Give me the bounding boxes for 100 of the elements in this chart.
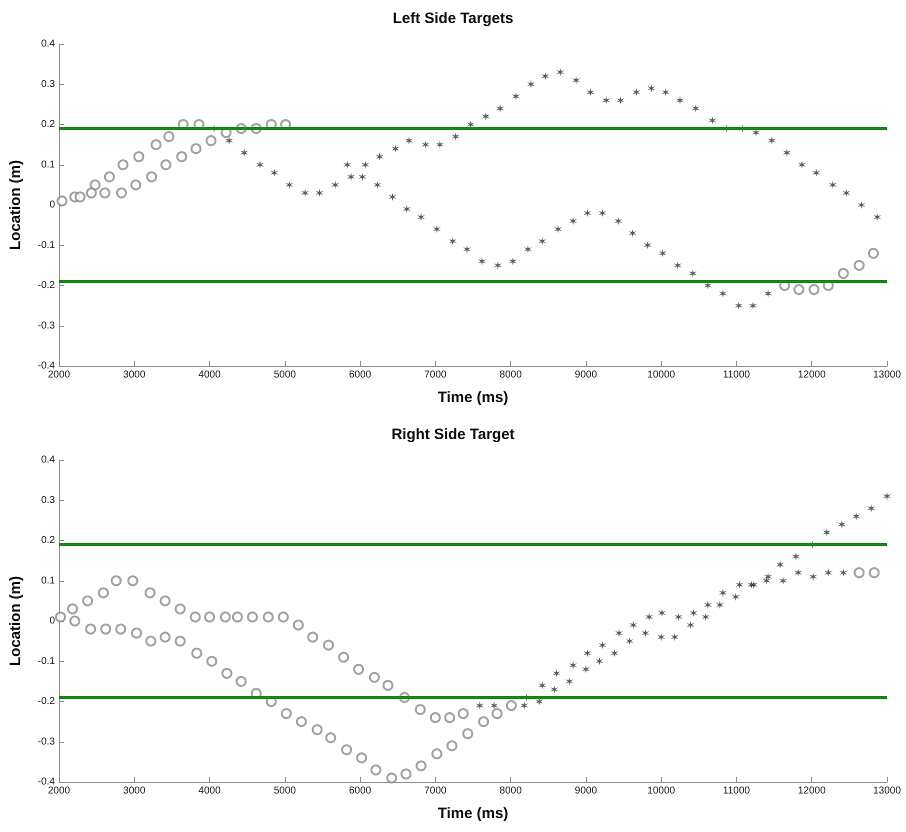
point (492, 708, 503, 720)
y-tick-label: -0.4 (38, 776, 56, 788)
point (99, 187, 110, 198)
x-axis-title: Time (ms) (438, 389, 508, 406)
x-tick-label: 3000 (123, 786, 146, 796)
point (735, 580, 744, 589)
point (145, 636, 156, 647)
point (356, 752, 368, 764)
point (852, 512, 860, 520)
point (444, 712, 456, 724)
x-tick-label: 2000 (48, 370, 71, 380)
point (582, 665, 590, 674)
point (430, 712, 441, 724)
point (854, 567, 865, 578)
y-tick-label: 0.1 (41, 159, 56, 170)
point (431, 748, 442, 760)
y-tick-label: -0.3 (38, 320, 56, 332)
y-tick-label: 0.1 (41, 575, 56, 586)
x-tick-label: 10000 (647, 370, 676, 380)
point (130, 179, 142, 190)
x-tick-label: 6000 (348, 370, 372, 380)
x-tick-label: 3000 (123, 370, 146, 380)
point (206, 656, 218, 667)
point (645, 612, 654, 621)
point (458, 708, 469, 720)
point (764, 572, 772, 581)
point (583, 649, 592, 658)
point (110, 575, 122, 586)
point (416, 760, 427, 772)
x-tick-label: 7000 (424, 786, 447, 796)
point (690, 608, 698, 617)
x-tick-label: 11000 (722, 786, 750, 796)
chart-title: Right Side Target (391, 426, 515, 443)
y-tick-label: -0.1 (38, 656, 56, 667)
x-axis-title: Time (ms) (438, 805, 508, 822)
point (144, 587, 156, 598)
point (867, 504, 876, 512)
point (322, 640, 334, 651)
y-tick-label: -0.4 (38, 360, 56, 372)
point (174, 603, 186, 614)
point (160, 632, 171, 643)
point (670, 633, 679, 642)
point (206, 135, 217, 146)
point (776, 560, 784, 569)
point (115, 624, 126, 635)
point (280, 708, 292, 720)
point (569, 661, 578, 670)
point (794, 568, 802, 577)
point (341, 744, 352, 756)
x-tick-label: 2000 (48, 786, 71, 796)
point (838, 268, 849, 279)
x-tick-label: 9000 (574, 370, 598, 380)
point (520, 702, 528, 710)
point (686, 621, 695, 630)
point (163, 131, 174, 142)
x-tick-label: 12000 (798, 786, 826, 796)
y-tick-label: -0.3 (38, 736, 56, 748)
point (868, 248, 879, 259)
x-tick-label: 8000 (500, 786, 522, 796)
point (779, 576, 788, 585)
point (232, 611, 243, 622)
point (190, 611, 201, 622)
point (160, 159, 172, 170)
point (191, 648, 202, 659)
point (762, 576, 771, 585)
x-tick-label: 4000 (198, 370, 222, 380)
y-tick-label: 0.3 (41, 494, 56, 506)
point (718, 588, 727, 597)
x-tick-label: 4000 (198, 786, 222, 796)
point (490, 702, 498, 710)
point (400, 768, 412, 780)
point (56, 195, 68, 206)
point (146, 171, 158, 182)
point (565, 677, 574, 686)
point (278, 611, 289, 622)
point (204, 611, 216, 622)
point (506, 700, 517, 712)
point (100, 624, 112, 635)
point (104, 171, 115, 182)
point (69, 616, 80, 626)
point (750, 580, 758, 589)
x-tick-label: 12000 (798, 370, 826, 380)
point (353, 664, 364, 675)
point (610, 649, 619, 658)
point (702, 612, 710, 621)
point (598, 641, 606, 650)
point (86, 187, 97, 198)
x-tick-label: 9000 (574, 786, 598, 796)
x-tick-label: 13000 (873, 786, 902, 796)
point (262, 611, 274, 622)
point (312, 724, 323, 736)
y-axis-title: Location (m) (7, 576, 24, 666)
point (824, 568, 832, 577)
y-tick-label: 0 (49, 616, 56, 626)
point (838, 520, 846, 528)
point (478, 716, 490, 728)
point (595, 657, 604, 666)
point (307, 632, 318, 643)
point (476, 702, 484, 710)
point (131, 628, 142, 639)
